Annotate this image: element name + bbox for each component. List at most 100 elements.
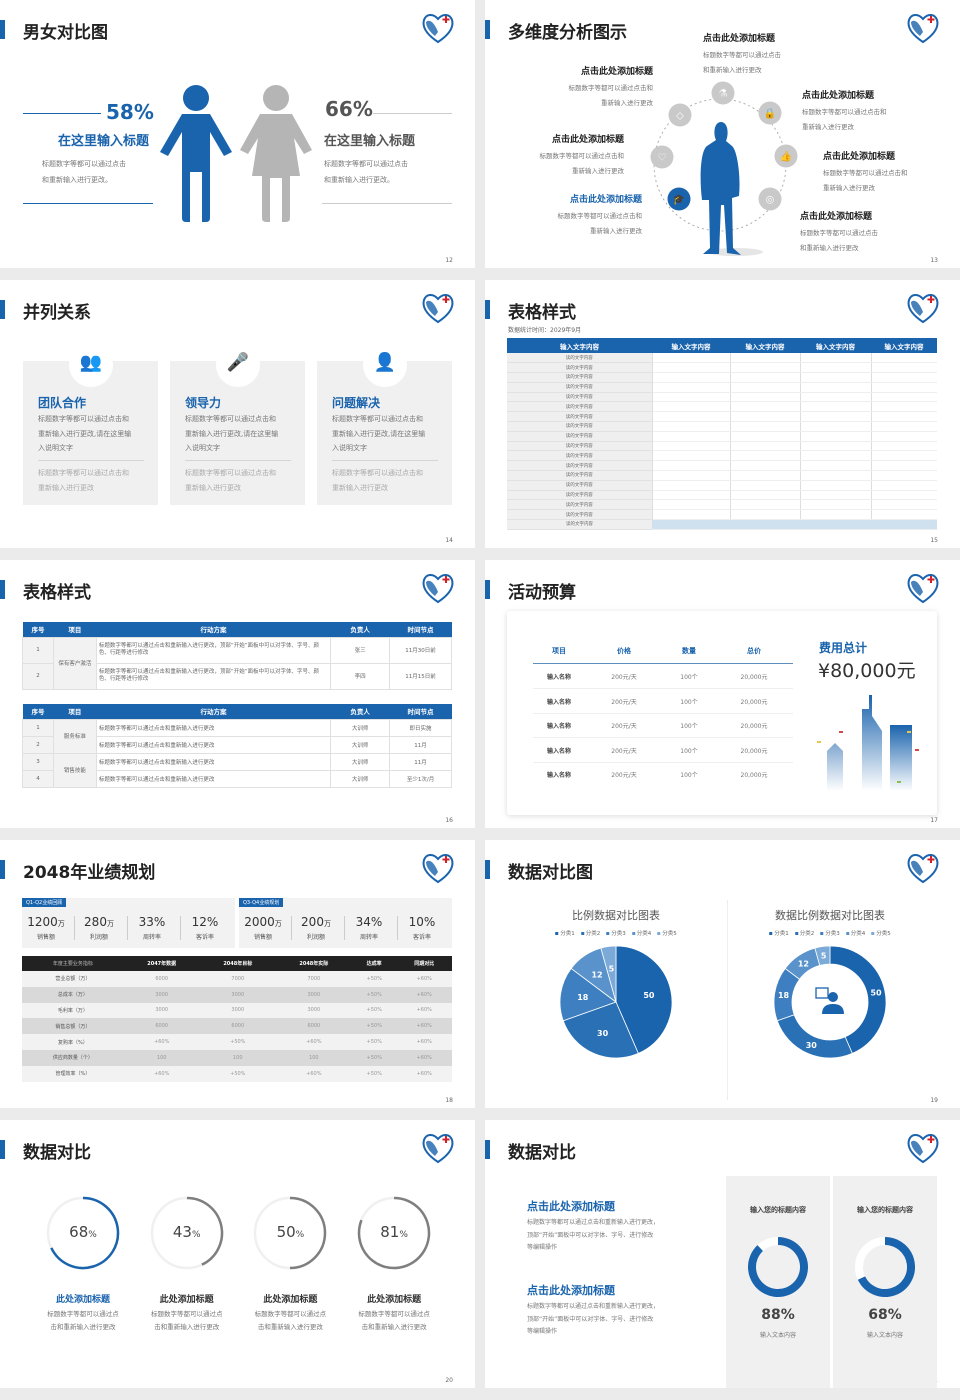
- legend-label: 分类3: [825, 931, 840, 937]
- slide-13[interactable]: 多维度分析图示 13 ⚗ 🔒 👍 ◎ 🎓 ♡ ◇ 点击此处添加标题 标题数字等都可以通过点击 和重新输…: [485, 0, 960, 268]
- dimension-item[interactable]: 点击此处添加标题标题数字等都可以通过点击和重新输入进行更改: [703, 31, 781, 74]
- card-note: 标题数字等都可以通过点击和: [38, 469, 129, 477]
- customer-service-icon: [815, 987, 844, 1014]
- dimension-item[interactable]: 点击此处添加标题标题数字等都可以通过点击和重新输入进行更改: [558, 192, 643, 235]
- female-figure-icon-wrap: [238, 84, 314, 224]
- page-number: 14: [445, 537, 453, 544]
- table-cell: 200元/天: [611, 723, 637, 730]
- card-desc: 标题数字等都可以通过点击和: [332, 415, 423, 423]
- table-cell: [651, 372, 730, 383]
- table-cell: [870, 460, 937, 472]
- table-cell: 总成本（万）: [57, 992, 88, 999]
- data-label: 50: [643, 991, 655, 1000]
- time-cell: 即日实施: [389, 718, 452, 737]
- ring-percent: 43%: [173, 1223, 201, 1241]
- table-cell: +60%: [416, 1007, 432, 1014]
- table-cell: [651, 499, 730, 511]
- slice-分类1: [829, 945, 887, 1054]
- slide-19[interactable]: 数据对比图 19 比例数据对比图表 分类1 分类2 分类3 分类4 分类5 50 30 18 12 5 数…: [485, 840, 960, 1108]
- legend-label: 分类1: [560, 931, 575, 937]
- card-desc: 重新输入进行更改,请在这里输: [185, 429, 279, 438]
- left-heading: 在这里输入标题: [57, 134, 149, 149]
- slide-12[interactable]: 男女对比图 12 58% 在这里输入标题 标题数字等都可以通过点击 和重新输入进行更改。 6…: [0, 0, 475, 268]
- table-cell: 200元/天: [611, 674, 637, 681]
- table-row: 读的文字内容: [507, 441, 937, 452]
- row-divider: [533, 761, 793, 763]
- table-cell: [799, 470, 871, 481]
- slide-title: 数据对比: [508, 1143, 576, 1163]
- legend-item: 分类4: [631, 931, 651, 937]
- slice-分类5: [600, 945, 617, 1003]
- table-cell: +60%: [154, 1039, 170, 1046]
- stat-card: 输入您的标题内容 88% 输入文本内容: [726, 1176, 830, 1388]
- city-buildings-illustration-wrap: [797, 691, 937, 806]
- slide-16[interactable]: 表格样式 16 序号 项目 行动方案 负责人 时间节点 1 保有客户激活 标题数字等都可以通过点击…: [0, 560, 475, 828]
- table-cell: 输入名称: [546, 698, 572, 706]
- dimension-item[interactable]: 点击此处添加标题标题数字等都可以通过点击和重新输入进行更改: [800, 209, 878, 252]
- row-label: 读的文字内容: [507, 431, 652, 442]
- kpi-unit: 万: [274, 920, 282, 928]
- table-cell: 3000: [231, 991, 245, 998]
- item-desc: 重新输入进行更改: [823, 184, 875, 192]
- legend-label: 分类2: [585, 931, 601, 937]
- dimension-item[interactable]: 点击此处添加标题标题数字等都可以通过点击和重新输入进行更改: [569, 64, 654, 107]
- table-cell: 20,000元: [740, 772, 768, 779]
- diamond-icon: [668, 103, 692, 127]
- vertical-divider: [727, 900, 728, 1100]
- ring-desc: 标题数字等都可以通过点: [150, 1310, 223, 1318]
- slide-18[interactable]: 2048年业绩规划 18 Q1-Q2业绩回顾 1200万 销售额 280万 利润额 33% 周转…: [0, 840, 475, 1108]
- data-label: 5: [609, 965, 615, 974]
- card-subtext: 输入文本内容: [866, 1332, 904, 1339]
- data-table: 输入文字内容 输入文字内容 输入文字内容 输入文字内容 输入文字内容 读的文字内容 读的文字…: [507, 338, 937, 530]
- slide-20[interactable]: 数据对比 20 68% 此处添加标题 标题数字等都可以通过点 击和重新输入进行更改 43% 此…: [0, 1120, 475, 1388]
- table-row: 总成本（万） 3000 3000 3000 +50% +60%: [22, 986, 452, 1003]
- slice-分类2: [562, 1001, 639, 1059]
- column-header: 时间节点: [407, 708, 434, 717]
- dimension-item[interactable]: 点击此处添加标题标题数字等都可以通过点击和重新输入进行更改: [802, 88, 887, 131]
- slide-17[interactable]: 活动预算 17 项目 价格 数量 总价 输入名称 200元/天 100个 20,000元 输入名称 2…: [485, 560, 960, 828]
- slide-21[interactable]: 数据对比21点击此处添加标题标题数字等都可以通过点击和重新输入进行更改，顶部“开…: [485, 1120, 960, 1388]
- dimension-item[interactable]: 点击此处添加标题标题数字等都可以通过点击和重新输入进行更改: [823, 149, 908, 192]
- table-cell: [799, 460, 871, 472]
- column-header: 数量: [682, 647, 696, 655]
- row-label: 读的文字内容: [507, 362, 652, 374]
- table-cell: 200元/天: [611, 747, 637, 755]
- table-cell: 100: [309, 1054, 319, 1061]
- ring-unit: %: [399, 1230, 408, 1240]
- podium-speaker-icon: 🎤: [216, 343, 260, 387]
- table-cell: [729, 421, 800, 432]
- graduation-cap-icon: [667, 187, 691, 211]
- slide-14[interactable]: 并列关系 14 团队合作 标题数字等都可以通过点击和 重新输入进行更改,请在这里输 入说明…: [0, 280, 475, 548]
- legend-item: 分类3: [820, 931, 840, 937]
- column-header: 2048年目标: [223, 961, 253, 967]
- dimension-item[interactable]: 点击此处添加标题标题数字等都可以通过点击和重新输入进行更改: [540, 132, 625, 175]
- item-desc: 重新输入进行更改: [802, 123, 854, 131]
- table-cell: [870, 353, 937, 364]
- item-title: 点击此处添加标题: [569, 195, 642, 205]
- table-cell: 输入名称: [546, 772, 572, 779]
- table-row: 管理效率（%） +60% +50% +60% +50% +60%: [22, 1065, 452, 1082]
- donut-gauge: [855, 1237, 915, 1297]
- table-cell: [729, 372, 800, 383]
- ring-heading: 此处添加标题: [263, 1295, 318, 1305]
- table-cell: [651, 411, 730, 423]
- heart-logo-icon: [906, 852, 940, 884]
- slide-15[interactable]: 表格样式 15 数据统计时间：2029年9月 输入文字内容 输入文字内容 输入文字内容 输入…: [485, 280, 960, 548]
- table-cell: [799, 392, 871, 403]
- table-cell: 3000: [307, 1007, 321, 1014]
- table-row: 读的文字内容: [507, 362, 937, 374]
- heart-logo-icon: [906, 12, 940, 44]
- ring-number: 68: [69, 1223, 89, 1241]
- legend-swatch: [555, 932, 559, 935]
- kpi-tag: Q1-Q2业绩回顾: [22, 898, 67, 907]
- table-cell: [799, 411, 871, 423]
- kpi-box: Q1-Q2业绩回顾 1200万 销售额 280万 利润额 33% 周转率 12% 客诉率: [22, 898, 235, 948]
- item-desc: 重新输入进行更改: [590, 227, 642, 235]
- table-cell: [729, 353, 800, 364]
- table-cell: 200元/天: [611, 772, 637, 779]
- kpi-divider: [127, 916, 128, 940]
- kpi-number: 2000: [244, 915, 275, 929]
- column-header: 输入文字内容: [671, 342, 711, 351]
- table-cell: 管理效率（%）: [55, 1071, 91, 1078]
- project-group: 销售技能: [52, 752, 97, 788]
